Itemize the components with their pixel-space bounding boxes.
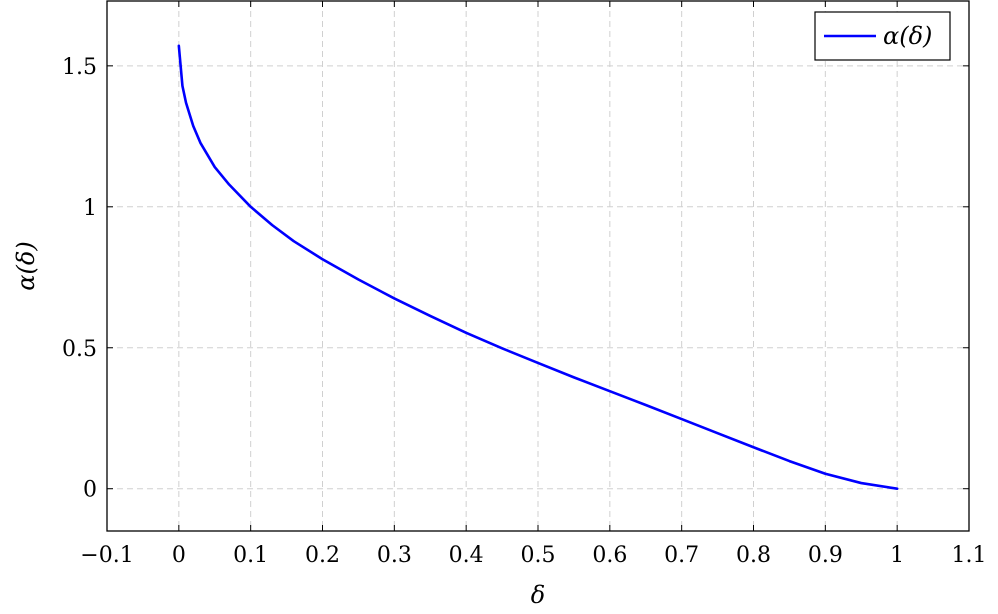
- legend: α(δ): [814, 11, 951, 61]
- x-tick-label: 1.1: [952, 543, 987, 568]
- x-tick-label: 0.2: [305, 543, 340, 568]
- legend-label: α(δ): [883, 22, 932, 50]
- x-axis-title: δ: [531, 581, 545, 609]
- axis-ticks: [106, 1, 970, 531]
- x-tick-label: 0.8: [736, 543, 771, 568]
- y-tick-labels: 0 0.5 1 1.5: [62, 55, 97, 503]
- grid-lines: [106, 1, 970, 531]
- x-tick-label: 1: [890, 543, 904, 568]
- y-tick-label: 1.5: [62, 55, 97, 80]
- x-tick-label: 0.9: [808, 543, 843, 568]
- x-tick-label: 0: [172, 543, 186, 568]
- x-tick-label: 0.6: [592, 543, 627, 568]
- x-tick-label: 0.1: [233, 543, 268, 568]
- x-tick-label: −0.1: [80, 543, 133, 568]
- x-tick-label: 0.7: [664, 543, 699, 568]
- x-tick-labels: −0.1 0 0.1 0.2 0.3 0.4 0.5 0.6 0.7 0.8 0.9 1 1.1: [80, 543, 986, 568]
- x-tick-label: 0.3: [377, 543, 412, 568]
- y-tick-label: 1: [83, 196, 97, 221]
- y-axis-title: α(δ): [12, 241, 40, 290]
- series-layer: [177, 44, 899, 491]
- y-tick-label: 0: [83, 478, 97, 503]
- x-tick-label: 0.4: [449, 543, 484, 568]
- y-tick-label: 0.5: [62, 337, 97, 362]
- series-line: [177, 44, 899, 491]
- x-tick-label: 0.5: [521, 543, 556, 568]
